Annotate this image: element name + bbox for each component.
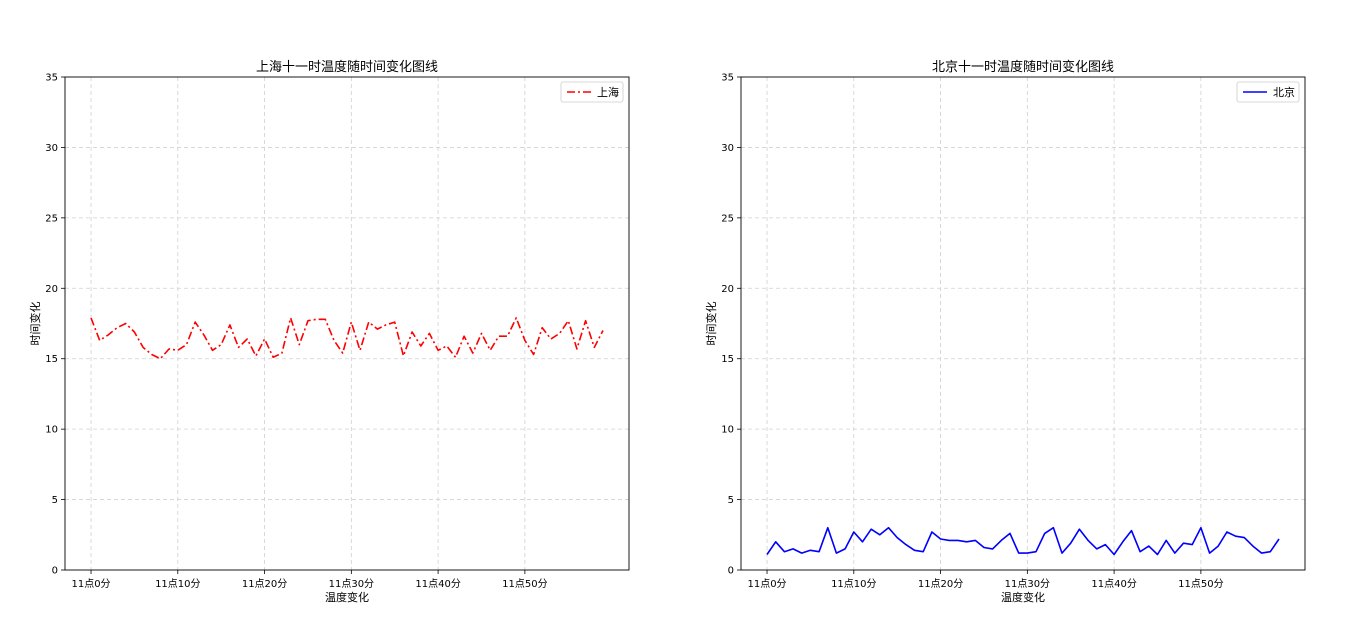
legend-box	[1236, 81, 1300, 103]
y-tick-label: 20	[721, 284, 734, 295]
y-tick-label: 25	[45, 213, 58, 224]
chart-beijing: 0 5 10 15 20 25 30 35 11点0分 11点10分 11点20分 11点30分 11点…	[704, 59, 1306, 604]
y-tick-label: 5	[52, 495, 58, 506]
chart-shanghai: 0 5 10 15 20 25 30 35 11点0分 11点10分 11点20分 11点30分 11点…	[28, 59, 630, 604]
y-tick-label: 20	[45, 284, 58, 295]
y-axis-label: 时间变化	[28, 302, 42, 346]
y-tick-label: 30	[721, 143, 734, 154]
legend-label: 北京	[1273, 85, 1295, 99]
y-axis-label: 时间变化	[704, 302, 718, 346]
x-tick-label: 11点0分	[71, 578, 110, 590]
y-tick-label: 35	[721, 73, 734, 84]
y-tick-label: 15	[45, 354, 58, 365]
legend: 上海	[560, 81, 624, 103]
x-tick-label: 11点10分	[831, 578, 876, 590]
x-tick-label: 11点10分	[155, 578, 200, 590]
series-line-0	[90, 317, 604, 360]
y-tick-label: 5	[728, 495, 734, 506]
x-tick-label: 11点20分	[918, 578, 963, 590]
chart-title: 上海十一时温度随时间变化图线	[256, 59, 438, 75]
y-tick-label: 10	[45, 425, 58, 436]
x-axis-label: 温度变化	[325, 590, 369, 604]
x-axis-label: 温度变化	[1001, 590, 1045, 604]
y-tick-label: 0	[728, 566, 734, 577]
y-tick-label: 35	[45, 73, 58, 84]
y-tick-label: 0	[52, 566, 58, 577]
legend: 北京	[1236, 81, 1300, 103]
x-tick-label: 11点30分	[1005, 578, 1050, 590]
x-tick-label: 11点0分	[747, 578, 786, 590]
y-tick-label: 15	[721, 354, 734, 365]
legend-label: 上海	[597, 85, 619, 99]
legend-box	[560, 81, 624, 103]
axes-frame	[740, 76, 1306, 571]
x-tick-label: 11点20分	[242, 578, 287, 590]
y-tick-label: 25	[721, 213, 734, 224]
axes-frame	[64, 76, 630, 571]
x-tick-label: 11点40分	[415, 578, 460, 590]
series-line-0	[766, 526, 1280, 556]
y-tick-label: 30	[45, 143, 58, 154]
x-tick-label: 11点40分	[1091, 578, 1136, 590]
x-tick-label: 11点30分	[329, 578, 374, 590]
y-tick-label: 10	[721, 425, 734, 436]
x-tick-label: 11点50分	[1178, 578, 1223, 590]
chart-title: 北京十一时温度随时间变化图线	[932, 59, 1114, 75]
x-tick-label: 11点50分	[502, 578, 547, 590]
